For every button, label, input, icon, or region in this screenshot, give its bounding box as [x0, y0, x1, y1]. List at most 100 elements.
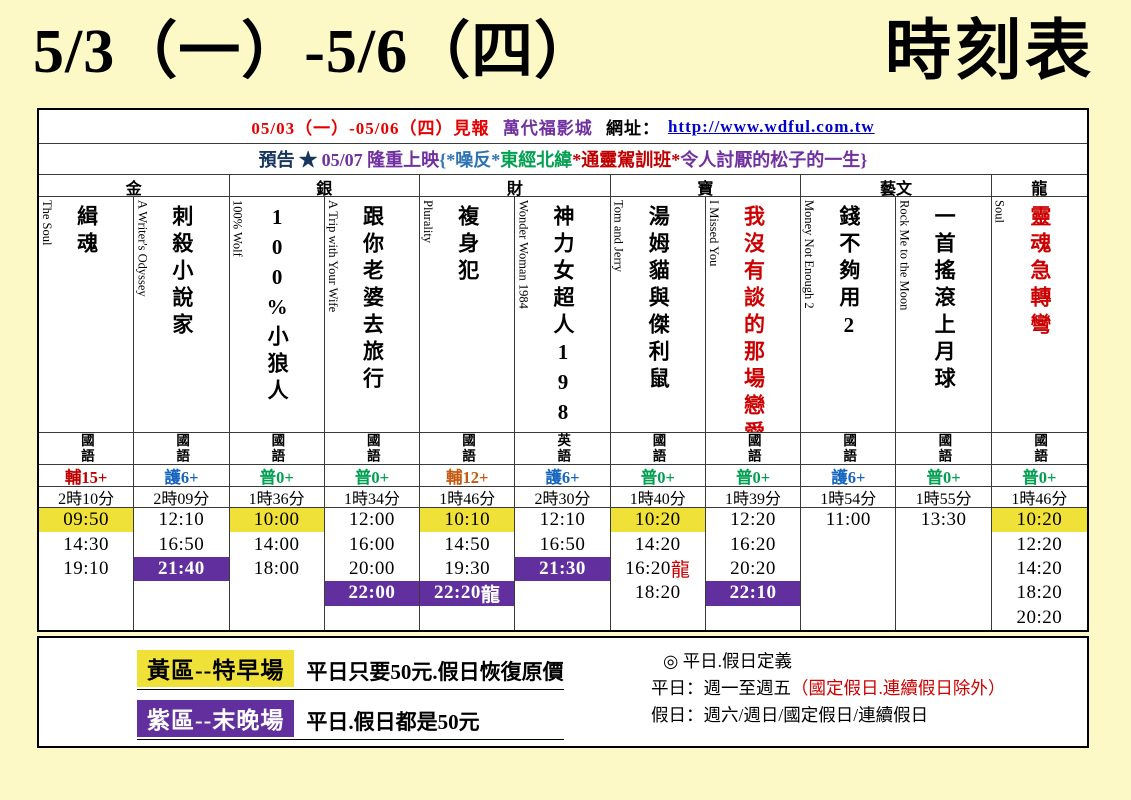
language-cell: 國語	[420, 433, 516, 464]
duration-label: 1時46分	[420, 487, 516, 507]
language-label: 國語	[364, 433, 380, 464]
rating-badge: 普0+	[325, 465, 421, 486]
theater-section-label: 寶	[611, 175, 802, 199]
showtimes-cell: 09:50 14:30 19:10	[39, 508, 135, 630]
language-label: 國語	[841, 433, 857, 464]
language-label: 國語	[78, 433, 94, 464]
showtime: 22:00	[324, 581, 420, 606]
movie-title-english: A Writer's Odyssey	[135, 200, 150, 297]
movie-title-chinese: 跟你老婆去旅行	[360, 205, 385, 394]
showtime: 19:30	[444, 557, 491, 579]
showtime: 22:20 龍	[420, 581, 515, 606]
language-cell: 國語	[611, 433, 706, 464]
publish-notice-segment: 網址：	[600, 119, 660, 138]
showtimes-cell: 13:30	[896, 508, 992, 630]
movie-title-cell: Tom and Jerry 湯姆貓與傑利鼠	[611, 197, 706, 432]
duration-label: 2時09分	[134, 487, 230, 507]
language-label: 英語	[555, 433, 571, 464]
theater-section-label: 金	[39, 175, 230, 199]
showtime: 12:10	[539, 509, 586, 531]
showtime: 09:50	[39, 508, 134, 533]
showtime: 20:20	[1016, 606, 1063, 628]
showtime: 12:20	[1016, 533, 1063, 555]
rating-badge: 護6+	[801, 465, 897, 486]
coming-soon-row: 預告 ★ 05/07 隆重上映 {*噪反* 東經北緯 *通靈駕訓班* 令人討厭的松子的一…	[39, 144, 1087, 175]
language-label: 國語	[650, 433, 666, 464]
showtime: 16:50	[539, 533, 586, 555]
language-cell: 國語	[896, 433, 992, 464]
theater-section-label: 銀	[230, 175, 421, 199]
showtime: 14:00	[253, 533, 300, 555]
definition-title: ◎ 平日.假日定義	[663, 651, 793, 671]
movie-title-chinese: 刺殺小說家	[169, 205, 194, 340]
legend-box: 黃區--特早場 平日只要50元.假日恢復原價 紫區--末晚場 平日.假日都是50…	[37, 636, 1089, 748]
movie-title-chinese: 錢不夠用2	[836, 205, 861, 343]
showtime: 16:20 龍	[611, 557, 705, 582]
language-cell: 國語	[325, 433, 421, 464]
language-label: 國語	[745, 433, 761, 464]
showtimes-cell: 11:00	[801, 508, 897, 630]
purple-zone-legend-row: 紫區--末晚場 平日.假日都是50元	[137, 700, 564, 740]
showtime: 13:30	[920, 509, 967, 531]
day-definitions: ◎ 平日.假日定義 平日：週一至週五（國定假日.連續假日除外） 假日：週六/週日…	[651, 648, 1005, 729]
language-label: 國語	[1032, 433, 1048, 464]
showtime: 20:00	[349, 557, 395, 579]
movie-title-cell: Rock Me to the Moon 一首搖滾上月球	[896, 197, 992, 432]
showtime: 10:20	[610, 508, 705, 533]
movie-title-chinese: 複身犯	[455, 205, 480, 286]
showtime: 11:00	[825, 509, 871, 531]
movie-title-english: Plurality	[421, 200, 436, 244]
weekday-exception: （國定假日.連續假日除外）	[791, 678, 1006, 698]
showtime: 18:20	[1016, 582, 1063, 604]
language-cell: 國語	[230, 433, 325, 464]
showtimes-cell: 12:10 16:50 21:40	[134, 508, 230, 630]
language-cell: 國語	[39, 433, 135, 464]
duration-label: 1時34分	[325, 487, 421, 507]
rating-badge: 普0+	[611, 465, 706, 486]
showtime: 14:20	[1016, 557, 1063, 579]
rating-row: 輔15+ 護6+ 普0+ 普0+ 輔12+ 護6+ 普0+ 普0+ 護6+ 普0+ 普0+	[39, 465, 1087, 487]
movie-title-row: The Soul 緝魂 A Writer's Odyssey 刺殺小說家 100% Wo…	[39, 197, 1087, 433]
showtime: 14:50	[444, 533, 491, 555]
showtime: 12:00	[349, 509, 395, 531]
duration-row: 2時10分 2時09分 1時36分 1時34分 1時46分 2時30分 1時40分 1時39分…	[39, 487, 1087, 508]
movie-title-cell: The Soul 緝魂	[39, 197, 135, 432]
movie-title-cell: I Missed You 我沒有談的那場戀愛	[706, 197, 802, 432]
showtime: 14:30	[63, 533, 110, 555]
movie-title-chinese: 一首搖滾上月球	[932, 205, 957, 394]
rating-badge: 輔12+	[420, 465, 516, 486]
showtimes-row: 09:50 14:30 19:10 12:10 16:50 21:40 10:00 14:00…	[39, 508, 1087, 630]
movie-title-cell: A Trip with Your Wife 跟你老婆去旅行	[325, 197, 421, 432]
showtime: 14:20	[634, 533, 681, 555]
rating-badge: 普0+	[230, 465, 325, 486]
showtime: 18:20	[634, 582, 681, 604]
coming-soon-segment: 05/07 隆重上映	[321, 150, 440, 170]
showtimes-cell: 12:00 16:00 20:00 22:00	[324, 508, 421, 630]
purple-zone-badge: 紫區--末晚場	[137, 700, 295, 737]
zone-legend: 黃區--特早場 平日只要50元.假日恢復原價 紫區--末晚場 平日.假日都是50…	[137, 650, 564, 750]
showtime: 10:20	[991, 508, 1087, 533]
movie-title-english: Wonder Woman 1984	[516, 200, 531, 309]
showtime: 18:00	[253, 557, 300, 579]
movie-title-english: A Trip with Your Wife	[325, 200, 340, 313]
showtimes-cell: 10:00 14:00 18:00	[229, 508, 325, 630]
rating-badge: 護6+	[515, 465, 611, 486]
showtime: 16:00	[349, 533, 395, 555]
holiday-definition: 假日：週六/週日/國定假日/連續假日	[651, 705, 929, 725]
duration-label: 1時46分	[1011, 491, 1068, 507]
language-cell: 國語	[801, 433, 897, 464]
publish-notice-row: 05/03（一）-05/06（四）見報 萬代福影城 網址： http://www.…	[39, 110, 1087, 144]
movie-title-english: The Soul	[40, 200, 54, 246]
page-header: 5/3（一）-5/6（四） 時刻表	[33, 6, 1095, 98]
duration-label: 1時36分	[230, 487, 325, 507]
duration-label: 1時39分	[706, 487, 802, 507]
rating-badge: 普0+	[706, 465, 802, 486]
movie-title-chinese: 緝魂	[74, 205, 99, 259]
language-cell: 國語	[134, 433, 230, 464]
movie-title-english: Soul	[992, 200, 1007, 223]
movie-title-cell: 100% Wolf 100%小狼人	[230, 197, 325, 432]
coming-soon-segment: 令人討厭的松子的一生}	[680, 150, 868, 170]
duration-label: 2時30分	[515, 487, 611, 507]
website-link[interactable]: http://www.wdful.com.tw	[667, 116, 875, 136]
movie-title-english: I Missed You	[706, 200, 721, 267]
